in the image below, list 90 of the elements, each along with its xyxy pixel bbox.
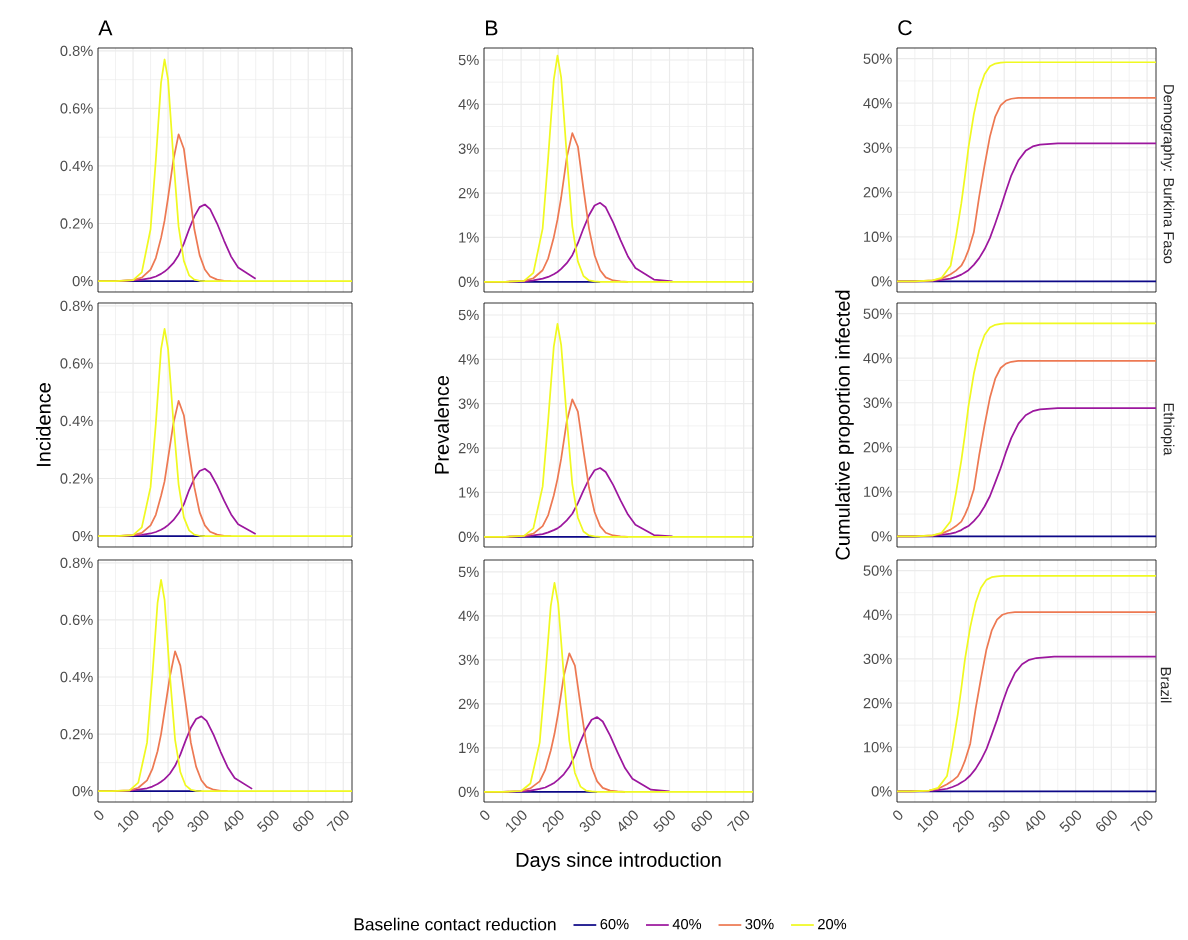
y-tick-label: 5% — [458, 566, 479, 578]
x-tick-label: 700 — [727, 810, 750, 832]
y-tick-label: 0.6% — [60, 614, 93, 626]
y-tick-label: 0% — [458, 786, 479, 798]
y-tick-label: 40% — [863, 609, 892, 620]
y-tick-label: 0.4% — [60, 160, 93, 172]
y-tick-label: 3% — [458, 143, 479, 154]
y-tick-label: 4% — [458, 354, 479, 365]
y2-axis-title: Ethiopia — [1160, 403, 1175, 456]
x-tick-label: 500 — [256, 810, 279, 832]
chart-title: B — [486, 20, 498, 36]
y-tick-label: 10% — [864, 231, 892, 242]
y-tick-label: 0.6% — [60, 358, 93, 369]
y-tick-label: 0.2% — [60, 728, 93, 740]
x-tick-label: 700 — [326, 810, 349, 832]
y-tick-label: 20% — [863, 187, 892, 198]
y-tick-label: 0.4% — [60, 671, 93, 683]
legend-label: 20% — [818, 918, 847, 930]
y-tick-label: 50% — [863, 308, 892, 319]
y-tick-label: 1% — [459, 487, 479, 498]
y-tick-label: 0% — [871, 786, 892, 797]
y-tick-label: 30% — [863, 653, 892, 665]
x-tick-label: 100 — [506, 810, 527, 833]
y-tick-label: 5% — [458, 309, 479, 321]
legend-label: 30% — [745, 918, 774, 930]
y-tick-label: 0.8% — [60, 45, 93, 57]
x-tick-label: 100 — [917, 810, 939, 833]
y-tick-label: 30% — [863, 397, 892, 408]
x-tick-label: 200 — [952, 810, 974, 833]
y-tick-label: 3% — [458, 398, 479, 409]
y-tick-label: 0.2% — [60, 218, 93, 229]
y-axis-title: Cumulative proportion infected — [835, 290, 854, 560]
y-axis-title: Prevalence — [434, 375, 449, 474]
y-tick-label: 10% — [864, 486, 892, 497]
x-tick-label: 0 — [94, 810, 104, 820]
y-tick-label: 0% — [871, 531, 892, 542]
y-tick-label: 20% — [863, 442, 892, 453]
x-tick-label: 200 — [542, 810, 564, 833]
y-tick-label: 1% — [459, 232, 479, 243]
y-tick-label: 10% — [864, 742, 892, 753]
y-tick-label: 0.8% — [60, 300, 93, 312]
x-tick-label: 500 — [1059, 810, 1082, 832]
x-tick-label: 600 — [293, 810, 314, 832]
y2-axis-title: Demography: Burkina Faso — [1160, 85, 1175, 264]
x-tick-label: 400 — [1026, 810, 1046, 832]
x-tick-label: 400 — [618, 810, 638, 832]
y-tick-label: 3% — [458, 654, 479, 666]
legend-label: 60% — [600, 918, 629, 930]
y2-axis-title: Brazil — [1160, 667, 1172, 703]
x-tick-label: 0 — [480, 810, 490, 820]
y-tick-label: 50% — [863, 53, 892, 64]
chart-title: A — [98, 20, 113, 36]
x-tick-label: 700 — [1130, 810, 1153, 832]
y-tick-label: 40% — [863, 98, 892, 109]
y-tick-label: 0.8% — [60, 557, 93, 569]
y-tick-label: 2% — [458, 442, 479, 454]
x-tick-label: 600 — [691, 810, 713, 832]
y-tick-label: 4% — [458, 99, 479, 110]
y-tick-label: 20% — [863, 697, 892, 709]
x-tick-label: 300 — [988, 810, 1010, 832]
y-axis-title: Incidence — [36, 383, 51, 466]
legend-title: Baseline contact reduction — [354, 917, 556, 931]
x-tick-label: 400 — [224, 810, 244, 832]
y-tick-label: 0% — [458, 276, 479, 287]
x-tick-label: 200 — [152, 810, 174, 833]
y-tick-label: 5% — [458, 54, 479, 66]
legend-label: 40% — [672, 918, 702, 930]
y-tick-label: 0% — [72, 530, 93, 542]
y-tick-label: 0% — [72, 785, 93, 797]
y-tick-label: 0.6% — [60, 103, 93, 114]
x-axis-title: Days since introduction — [516, 852, 721, 871]
y-tick-label: 2% — [458, 187, 479, 199]
x-tick-label: 300 — [187, 810, 209, 832]
y-tick-label: 40% — [863, 353, 892, 364]
y-tick-label: 30% — [863, 142, 892, 153]
x-tick-label: 500 — [653, 810, 675, 832]
x-tick-label: 600 — [1096, 810, 1117, 832]
y-tick-label: 0% — [871, 276, 892, 287]
y-tick-label: 2% — [458, 698, 479, 710]
y-tick-label: 1% — [459, 742, 479, 754]
y-tick-label: 0.2% — [60, 473, 93, 484]
chart-title: C — [898, 20, 912, 36]
x-tick-label: 100 — [117, 810, 139, 833]
y-tick-label: 0% — [458, 531, 479, 542]
y-tick-label: 0% — [72, 275, 93, 287]
y-tick-label: 4% — [458, 610, 479, 622]
x-tick-label: 0 — [893, 810, 903, 820]
y-tick-label: 50% — [863, 565, 892, 576]
y-tick-label: 0.4% — [60, 415, 93, 427]
x-tick-label: 300 — [579, 810, 601, 832]
